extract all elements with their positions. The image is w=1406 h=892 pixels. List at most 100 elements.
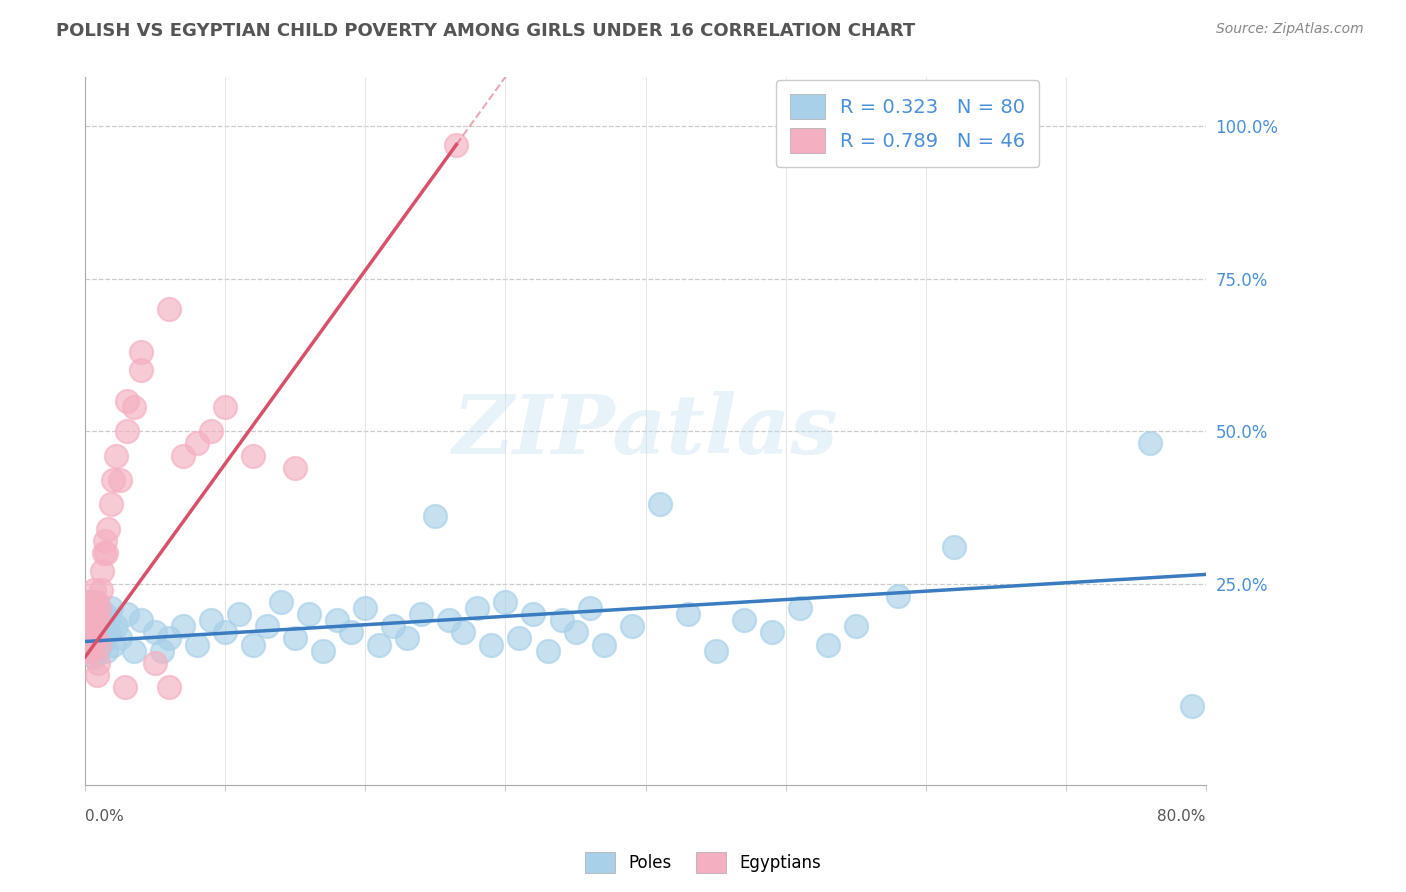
- Text: 0.0%: 0.0%: [86, 809, 124, 824]
- Point: [425, 509, 447, 524]
- Point: [86, 607, 108, 621]
- Point: [284, 632, 307, 646]
- Point: [89, 601, 111, 615]
- Point: [157, 632, 180, 646]
- Point: [117, 607, 139, 621]
- Point: [172, 619, 194, 633]
- Point: [550, 613, 572, 627]
- Point: [79, 595, 101, 609]
- Point: [82, 601, 104, 615]
- Point: [411, 607, 433, 621]
- Point: [90, 638, 112, 652]
- Point: [83, 607, 105, 621]
- Point: [214, 400, 236, 414]
- Point: [87, 656, 110, 670]
- Point: [83, 582, 105, 597]
- Point: [80, 613, 103, 627]
- Point: [89, 625, 111, 640]
- Point: [94, 607, 117, 621]
- Point: [103, 638, 125, 652]
- Point: [77, 619, 100, 633]
- Point: [100, 497, 122, 511]
- Point: [648, 497, 671, 511]
- Point: [79, 643, 101, 657]
- Point: [97, 613, 120, 627]
- Point: [91, 619, 114, 633]
- Point: [592, 638, 614, 652]
- Point: [96, 643, 118, 657]
- Legend: R = 0.323   N = 80, R = 0.789   N = 46: R = 0.323 N = 80, R = 0.789 N = 46: [776, 80, 1039, 167]
- Point: [150, 643, 173, 657]
- Point: [845, 619, 868, 633]
- Legend: Poles, Egyptians: Poles, Egyptians: [578, 846, 828, 880]
- Point: [86, 595, 108, 609]
- Point: [522, 607, 544, 621]
- Point: [242, 449, 264, 463]
- Point: [284, 460, 307, 475]
- Point: [110, 473, 132, 487]
- Point: [80, 613, 103, 627]
- Point: [79, 607, 101, 621]
- Point: [1181, 698, 1204, 713]
- Point: [87, 613, 110, 627]
- Point: [620, 619, 643, 633]
- Point: [76, 619, 98, 633]
- Point: [157, 680, 180, 694]
- Point: [91, 565, 114, 579]
- Point: [536, 643, 558, 657]
- Point: [82, 638, 104, 652]
- Point: [143, 656, 166, 670]
- Point: [817, 638, 839, 652]
- Point: [131, 344, 153, 359]
- Point: [90, 582, 112, 597]
- Point: [382, 619, 405, 633]
- Point: [97, 522, 120, 536]
- Point: [87, 643, 110, 657]
- Point: [98, 625, 121, 640]
- Point: [82, 601, 104, 615]
- Point: [96, 546, 118, 560]
- Point: [733, 613, 755, 627]
- Point: [79, 632, 101, 646]
- Point: [200, 424, 222, 438]
- Point: [270, 595, 292, 609]
- Point: [76, 625, 98, 640]
- Point: [481, 638, 503, 652]
- Point: [564, 625, 586, 640]
- Point: [117, 424, 139, 438]
- Point: [340, 625, 363, 640]
- Point: [789, 601, 811, 615]
- Point: [77, 595, 100, 609]
- Point: [105, 619, 128, 633]
- Point: [100, 601, 122, 615]
- Point: [87, 613, 110, 627]
- Point: [131, 363, 153, 377]
- Point: [84, 632, 107, 646]
- Point: [86, 632, 108, 646]
- Point: [94, 533, 117, 548]
- Point: [942, 540, 965, 554]
- Point: [495, 595, 517, 609]
- Point: [143, 625, 166, 640]
- Text: 80.0%: 80.0%: [1157, 809, 1206, 824]
- Point: [200, 613, 222, 627]
- Point: [761, 625, 783, 640]
- Point: [228, 607, 250, 621]
- Point: [704, 643, 727, 657]
- Point: [172, 449, 194, 463]
- Point: [117, 393, 139, 408]
- Point: [105, 449, 128, 463]
- Point: [110, 632, 132, 646]
- Point: [83, 619, 105, 633]
- Point: [676, 607, 699, 621]
- Point: [89, 638, 111, 652]
- Text: POLISH VS EGYPTIAN CHILD POVERTY AMONG GIRLS UNDER 16 CORRELATION CHART: POLISH VS EGYPTIAN CHILD POVERTY AMONG G…: [56, 22, 915, 40]
- Point: [242, 638, 264, 652]
- Point: [508, 632, 530, 646]
- Point: [354, 601, 377, 615]
- Point: [578, 601, 600, 615]
- Point: [256, 619, 278, 633]
- Point: [80, 643, 103, 657]
- Point: [103, 473, 125, 487]
- Point: [298, 607, 321, 621]
